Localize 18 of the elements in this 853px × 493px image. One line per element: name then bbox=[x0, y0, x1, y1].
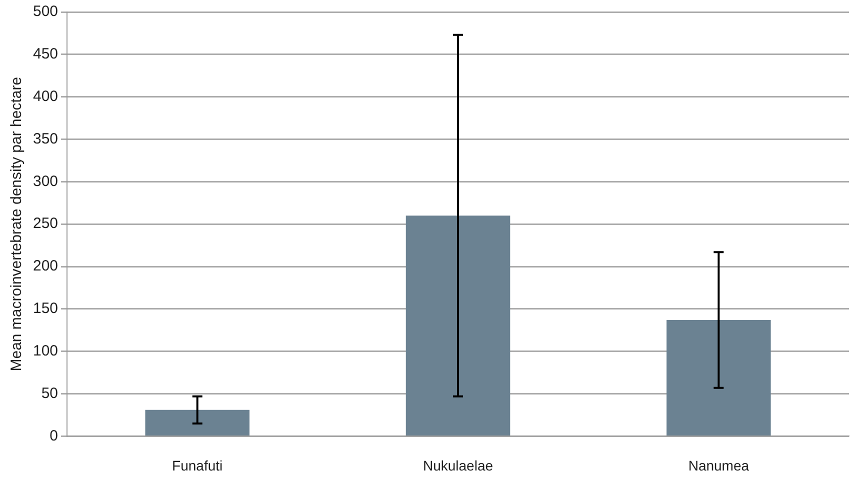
y-tick-label: 300 bbox=[32, 172, 58, 190]
y-tick-label: 0 bbox=[50, 427, 58, 444]
y-tick-label: 350 bbox=[32, 130, 58, 148]
bar bbox=[406, 216, 510, 436]
y-tick-label: 250 bbox=[32, 215, 58, 232]
y-tick-label: 500 bbox=[32, 3, 58, 20]
y-tick-label: 450 bbox=[32, 46, 58, 63]
y-tick-label: 50 bbox=[41, 384, 58, 402]
x-tick-label: Nukulaelae bbox=[422, 457, 494, 474]
bar bbox=[145, 410, 250, 436]
y-tick-label: 400 bbox=[32, 88, 58, 105]
y-tick-label: 200 bbox=[32, 258, 58, 275]
y-tick-label: 100 bbox=[32, 342, 58, 360]
y-tick-label: 150 bbox=[32, 300, 58, 318]
x-tick-label: Funafuti bbox=[172, 457, 223, 474]
y-axis-title: Mean macroinvertebrate density par hectare bbox=[8, 76, 26, 372]
x-tick-label: Nanumea bbox=[688, 457, 750, 474]
bar bbox=[666, 320, 771, 436]
